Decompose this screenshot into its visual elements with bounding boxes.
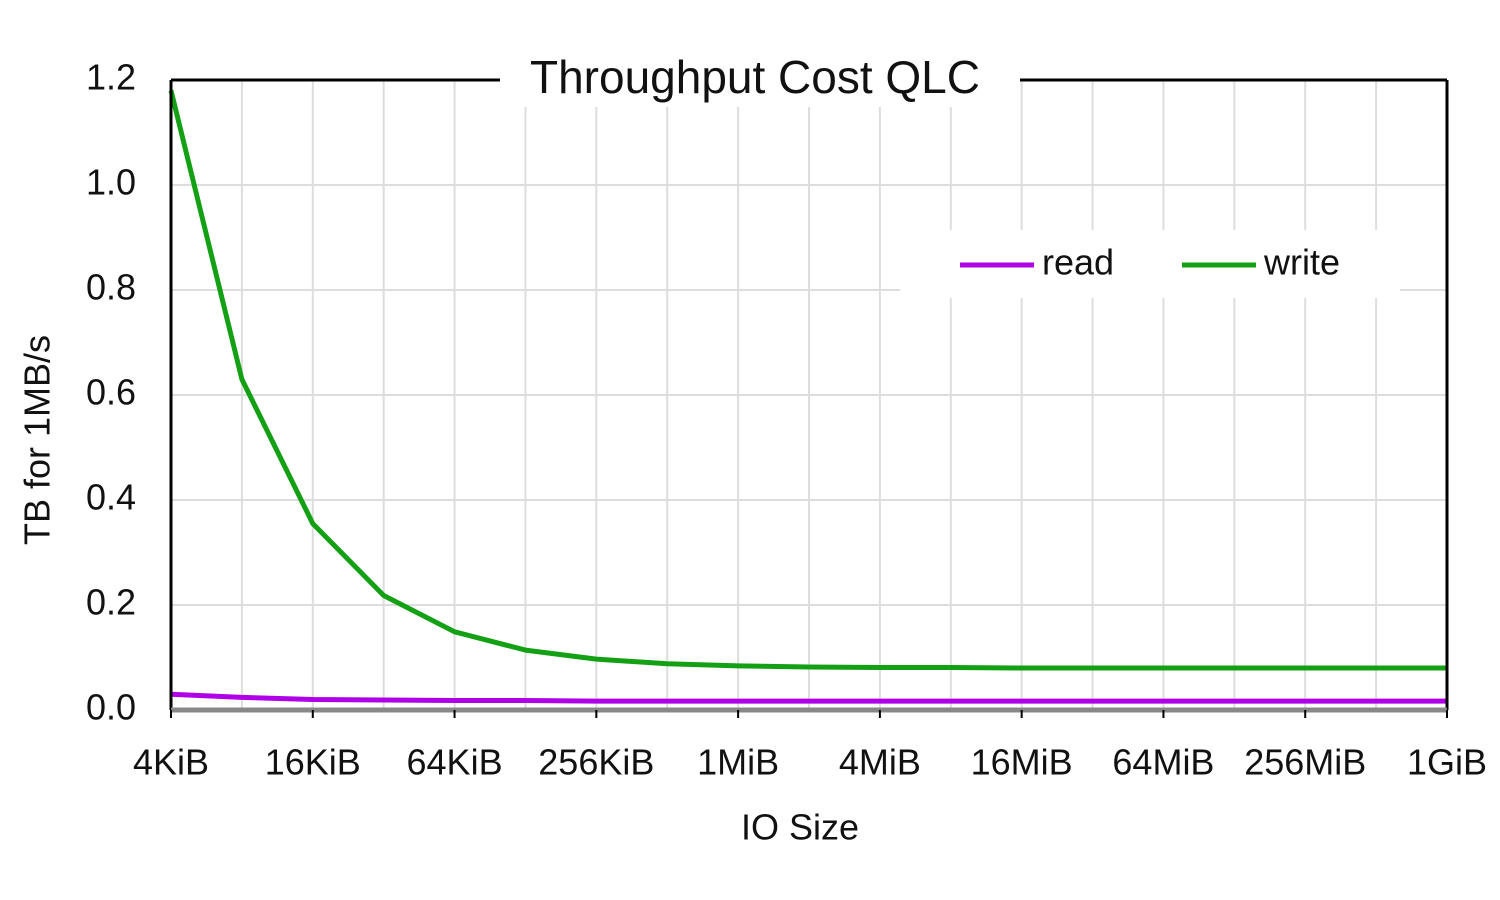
- x-tick-label: 1MiB: [697, 742, 779, 783]
- x-tick-label: 256KiB: [538, 742, 654, 783]
- x-tick-label: 4KiB: [133, 742, 209, 783]
- lines: [168, 89, 1447, 704]
- x-tick-label: 256MiB: [1244, 742, 1366, 783]
- x-axis-label: IO Size: [741, 807, 859, 848]
- y-tick-label: 0.4: [86, 477, 136, 518]
- x-tick-label: 16KiB: [265, 742, 361, 783]
- y-tick-label: 1.2: [86, 57, 136, 98]
- y-tick-label: 1.0: [86, 162, 136, 203]
- y-tick-label: 0.0: [86, 687, 136, 728]
- series-line: [168, 89, 1447, 671]
- ticks: 0.0 0.2 0.4 0.6 0.8 1.0 1.2 4KiB 16KiB 64KiB 256Ki…: [86, 57, 1487, 783]
- grid: [170, 79, 1448, 711]
- legend: read write: [900, 230, 1400, 298]
- x-tick-label: 64MiB: [1112, 742, 1214, 783]
- series-line: [170, 691, 1447, 704]
- chart-title: Throughput Cost QLC: [530, 51, 980, 103]
- y-axis-label: TB for 1MB/s: [17, 335, 58, 545]
- y-tick-label: 0.6: [86, 372, 136, 413]
- legend-label: read: [1042, 242, 1114, 283]
- title-background: [500, 55, 1020, 107]
- x-tick-label: 64KiB: [407, 742, 503, 783]
- y-tick-label: 0.2: [86, 582, 136, 623]
- x-tick-label: 1GiB: [1407, 742, 1487, 783]
- legend-label: write: [1263, 242, 1340, 283]
- x-tick-label: 4MiB: [839, 742, 921, 783]
- y-tick-label: 0.8: [86, 267, 136, 308]
- x-tick-label: 16MiB: [971, 742, 1073, 783]
